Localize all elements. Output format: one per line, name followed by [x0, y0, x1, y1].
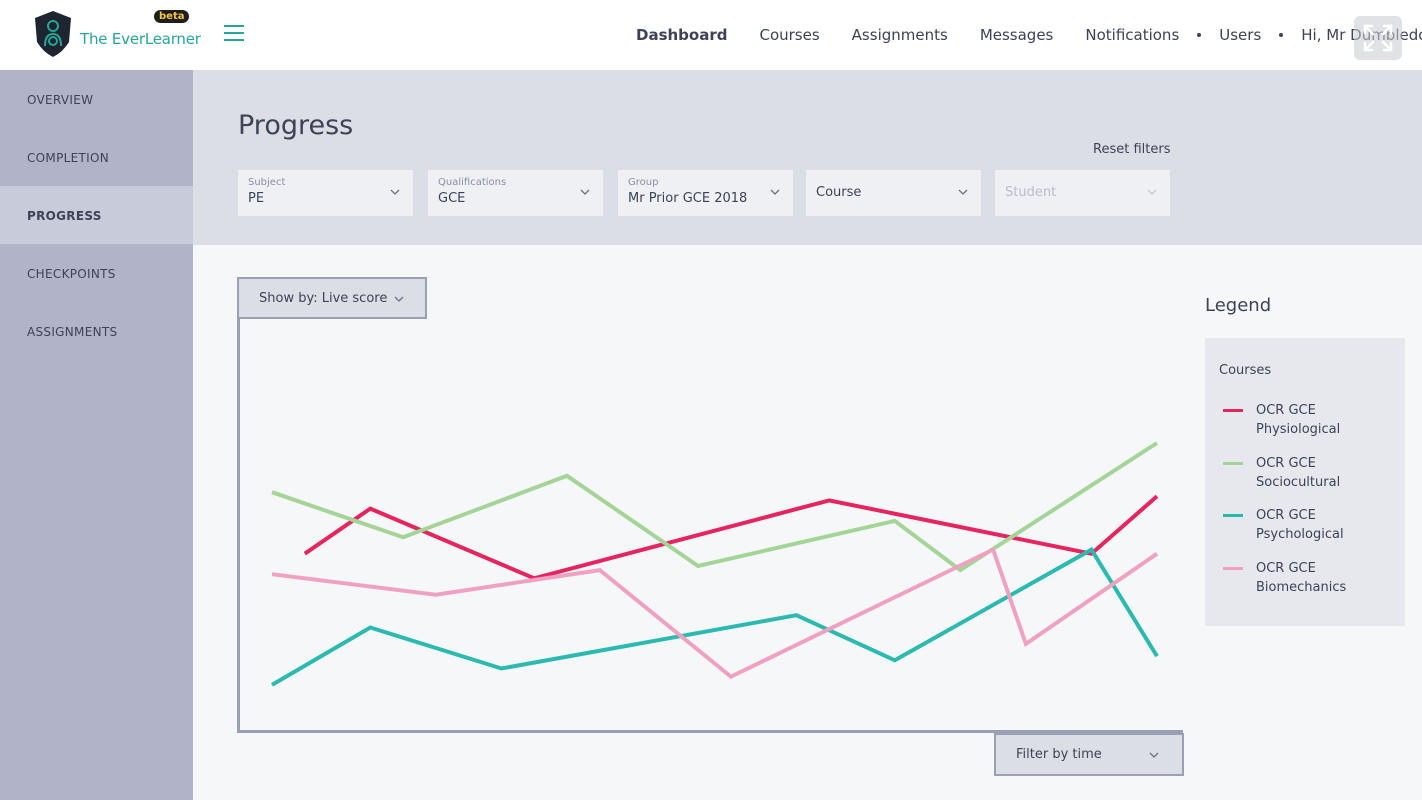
chevron-down-icon — [580, 189, 590, 195]
series-1 — [271, 441, 1159, 573]
sidebar-item-assignments[interactable]: ASSIGNMENTS — [27, 325, 118, 339]
chevron-down-icon — [394, 296, 404, 302]
chevron-down-icon — [1149, 752, 1159, 758]
series-line — [303, 494, 1159, 581]
group-label: Group — [628, 177, 659, 188]
legend-label: OCR GCE Biomechanics — [1256, 561, 1347, 595]
legend-title: Legend — [1205, 295, 1272, 316]
student-value: Student — [1005, 185, 1057, 200]
series-line — [271, 441, 1159, 573]
sidebar-item-completion[interactable]: COMPLETION — [27, 151, 109, 165]
menu-icon[interactable] — [224, 25, 244, 41]
chevron-down-icon — [1147, 189, 1157, 195]
beta-badge: beta — [154, 10, 190, 23]
sidebar-item-overview[interactable]: OVERVIEW — [27, 93, 94, 107]
chevron-down-icon — [390, 189, 400, 195]
sidebar: OVERVIEW COMPLETION PROGRESS CHECKPOINTS… — [0, 70, 193, 800]
legend-swatch — [1223, 462, 1243, 465]
top-header: The EverLearner beta Dashboard Courses A… — [0, 0, 1422, 70]
series-2 — [270, 546, 1159, 687]
series-0 — [303, 494, 1159, 581]
qualifications-select[interactable]: Qualifications GCE — [428, 170, 603, 216]
page-title: Progress — [238, 110, 354, 141]
legend-heading: Courses — [1219, 363, 1272, 378]
nav-courses[interactable]: Courses — [759, 26, 820, 44]
series-line — [271, 546, 1159, 680]
subject-select[interactable]: Subject PE — [238, 170, 413, 216]
subject-value: PE — [248, 191, 265, 206]
sidebar-item-checkpoints[interactable]: CHECKPOINTS — [27, 267, 116, 281]
sidebar-item-progress[interactable]: PROGRESS — [0, 186, 193, 244]
nav-messages[interactable]: Messages — [979, 26, 1054, 44]
qualifications-value: GCE — [438, 191, 466, 206]
nav-dashboard[interactable]: Dashboard — [636, 26, 728, 44]
group-select[interactable]: Group Mr Prior GCE 2018 — [618, 170, 793, 216]
qualifications-label: Qualifications — [438, 177, 507, 188]
student-select[interactable]: Student — [995, 170, 1170, 216]
legend-label: OCR GCE Physiological — [1256, 403, 1341, 437]
show-by-label: Show by: Live score — [259, 291, 388, 306]
filter-by-time-label: Filter by time — [1016, 747, 1102, 762]
course-value: Course — [816, 185, 862, 200]
nav-notifications[interactable]: Notifications — [1085, 26, 1180, 44]
group-value: Mr Prior GCE 2018 — [628, 191, 748, 206]
filter-panel: Progress Reset filters Subject PE Qualif… — [193, 70, 1422, 245]
chevron-down-icon — [958, 189, 968, 195]
shield-logo-icon[interactable] — [33, 10, 73, 58]
series-3 — [271, 546, 1159, 680]
chevron-down-icon — [770, 189, 780, 195]
legend-label: OCR GCE Psychological — [1256, 508, 1344, 542]
legend-swatch — [1223, 409, 1243, 412]
legend-label: OCR GCE Sociocultural — [1256, 456, 1341, 490]
legend-swatch — [1223, 514, 1243, 517]
legend-swatch — [1223, 567, 1243, 570]
subject-label: Subject — [248, 177, 286, 188]
reset-filters-link[interactable]: Reset filters — [1093, 142, 1171, 157]
legend-panel: Courses OCR GCE Physiological OCR GCE Soci… — [1205, 338, 1405, 626]
nav-separator — [1279, 33, 1284, 37]
filter-by-time-dropdown[interactable]: Filter by time — [994, 733, 1184, 776]
brand-name[interactable]: The EverLearner — [80, 30, 201, 48]
expand-icon[interactable] — [1354, 16, 1402, 60]
nav-separator — [1197, 33, 1202, 37]
nav-assignments[interactable]: Assignments — [851, 26, 948, 44]
course-select[interactable]: Course — [806, 170, 981, 216]
show-by-dropdown[interactable]: Show by: Live score — [237, 277, 427, 319]
chart-frame — [237, 277, 1183, 733]
nav-users[interactable]: Users — [1219, 26, 1262, 44]
